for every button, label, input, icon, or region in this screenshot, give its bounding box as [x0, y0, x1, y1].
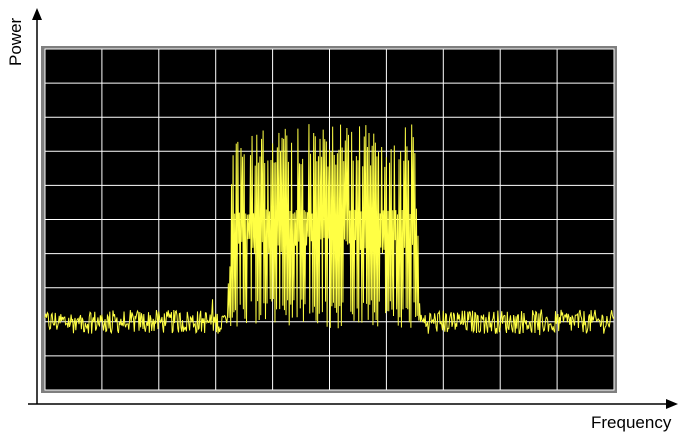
x-axis-arrow	[666, 399, 678, 409]
spectrum-trace	[44, 124, 615, 336]
spectrum-trace-line	[44, 124, 615, 336]
y-axis-arrow	[32, 8, 42, 20]
x-axis-title: Frequency	[591, 413, 672, 432]
y-axis-title: Power	[6, 17, 25, 66]
